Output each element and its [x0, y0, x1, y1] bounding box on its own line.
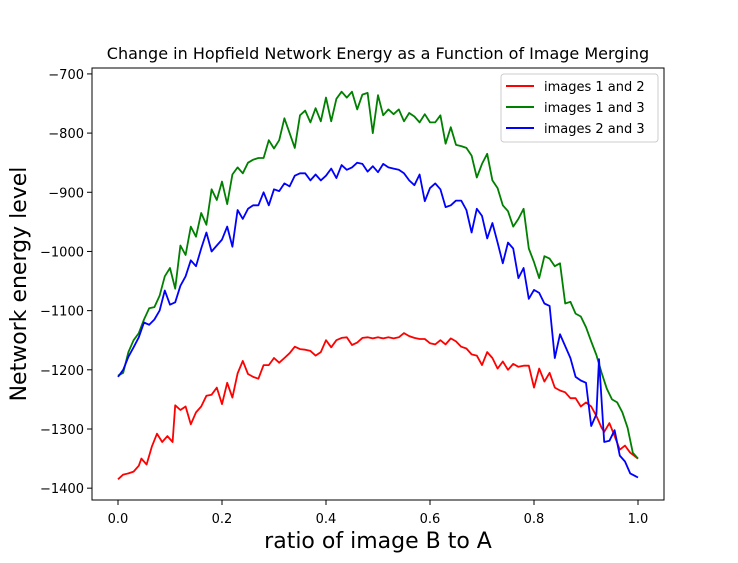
series-line-3: [117, 161, 639, 479]
x-tick-label: 0.2: [212, 512, 233, 527]
y-tick-label: −700: [48, 68, 84, 83]
x-tick-label: 0.8: [524, 512, 545, 527]
y-tick-label: −1300: [40, 423, 84, 438]
chart-title: Change in Hopfield Network Energy as a F…: [107, 44, 649, 63]
y-tick-label: −1000: [40, 245, 84, 260]
y-axis-label: Network energy level: [7, 167, 32, 402]
legend: images 1 and 2 images 1 and 3 images 2 a…: [500, 73, 659, 143]
legend-label: images 2 and 3: [544, 122, 645, 137]
y-tick-label: −800: [48, 127, 84, 142]
legend-label: images 1 and 3: [544, 101, 645, 116]
y-tick-label: −1400: [40, 482, 84, 497]
legend-entry-images-1-and-3: images 1 and 3: [506, 101, 645, 116]
x-axis: 0.0 0.2 0.4 0.6 0.8 1.0: [108, 500, 649, 527]
y-tick-label: −1200: [40, 364, 84, 379]
x-tick-label: 0.6: [420, 512, 441, 527]
y-axis: −1400 −1300 −1200 −1100 −1000 −900 −800 −700: [40, 68, 92, 497]
series-line-1: [117, 332, 639, 480]
axes-frame: [91, 67, 665, 501]
legend-entry-images-1-and-2: images 1 and 2: [506, 80, 645, 95]
x-axis-label: ratio of image B to A: [264, 529, 492, 554]
x-tick-label: 0.4: [316, 512, 337, 527]
legend-entry-images-2-and-3: images 2 and 3: [506, 122, 645, 137]
x-tick-label: 1.0: [628, 512, 649, 527]
plot-area: [117, 90, 639, 480]
series-line-2: [117, 90, 639, 460]
y-tick-label: −900: [48, 186, 84, 201]
legend-box: [500, 73, 659, 143]
legend-label: images 1 and 2: [544, 80, 645, 95]
x-tick-label: 0.0: [108, 512, 129, 527]
y-tick-label: −1100: [40, 305, 84, 320]
